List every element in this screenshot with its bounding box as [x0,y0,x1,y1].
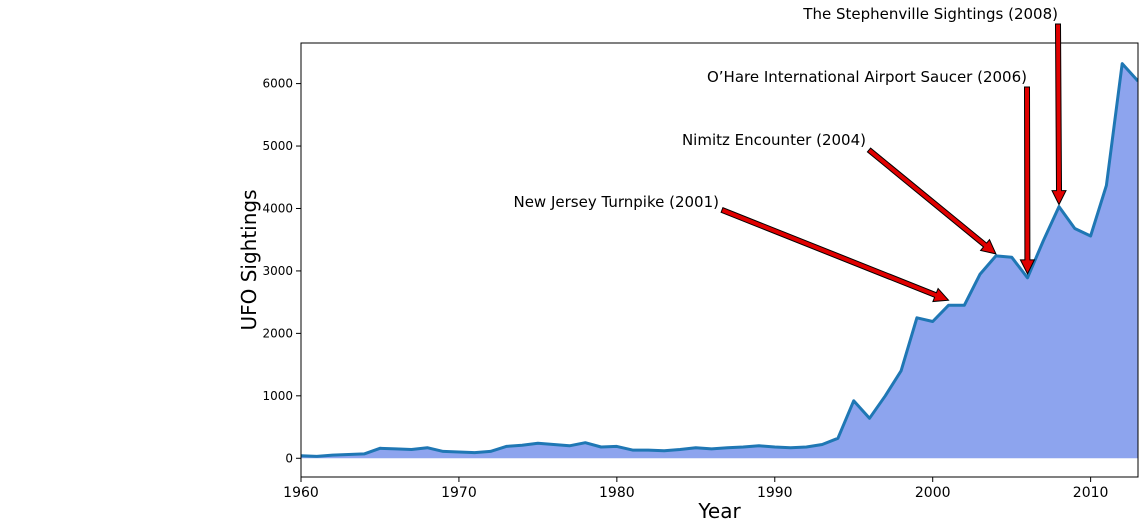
annotation-label: New Jersey Turnpike (2001) [513,193,719,211]
x-tick-label: 1970 [441,485,477,501]
y-tick-label: 2000 [262,326,293,340]
plot-frame [300,42,1139,478]
y-axis: 0 1000 2000 3000 4000 5000 6000 [262,77,301,465]
annotation-arrow [1051,23,1067,206]
x-tick-label: 2010 [1073,485,1109,501]
x-axis: 1960 1970 1980 1990 2000 2010 [283,477,1108,501]
x-axis-label: Year [697,499,741,523]
y-tick-label: 6000 [262,77,293,91]
annotation-arrow [720,207,950,303]
y-axis-label: UFO Sightings [237,189,261,330]
y-tick-label: 4000 [262,201,293,215]
annotations: New Jersey Turnpike (2001) Nimitz Encount… [513,5,1067,303]
x-tick-label: 1990 [757,485,793,501]
x-tick-label: 1960 [283,485,319,501]
annotation-label: O’Hare International Airport Saucer (200… [707,68,1027,86]
x-tick-label: 2000 [915,485,951,501]
annotation-arrow [866,147,997,255]
y-tick-label: 0 [285,451,293,465]
series-line [301,62,1138,458]
x-tick-label: 1980 [599,485,635,501]
y-tick-label: 5000 [262,139,293,153]
y-tick-label: 1000 [262,389,293,403]
y-tick-label: 3000 [262,264,293,278]
plot-area [301,62,1138,459]
annotation-label: Nimitz Encounter (2004) [682,131,866,149]
annotation-label: The Stephenville Sightings (2008) [802,5,1058,23]
area-fill [301,63,1138,459]
annotation-arrow [1019,86,1036,276]
